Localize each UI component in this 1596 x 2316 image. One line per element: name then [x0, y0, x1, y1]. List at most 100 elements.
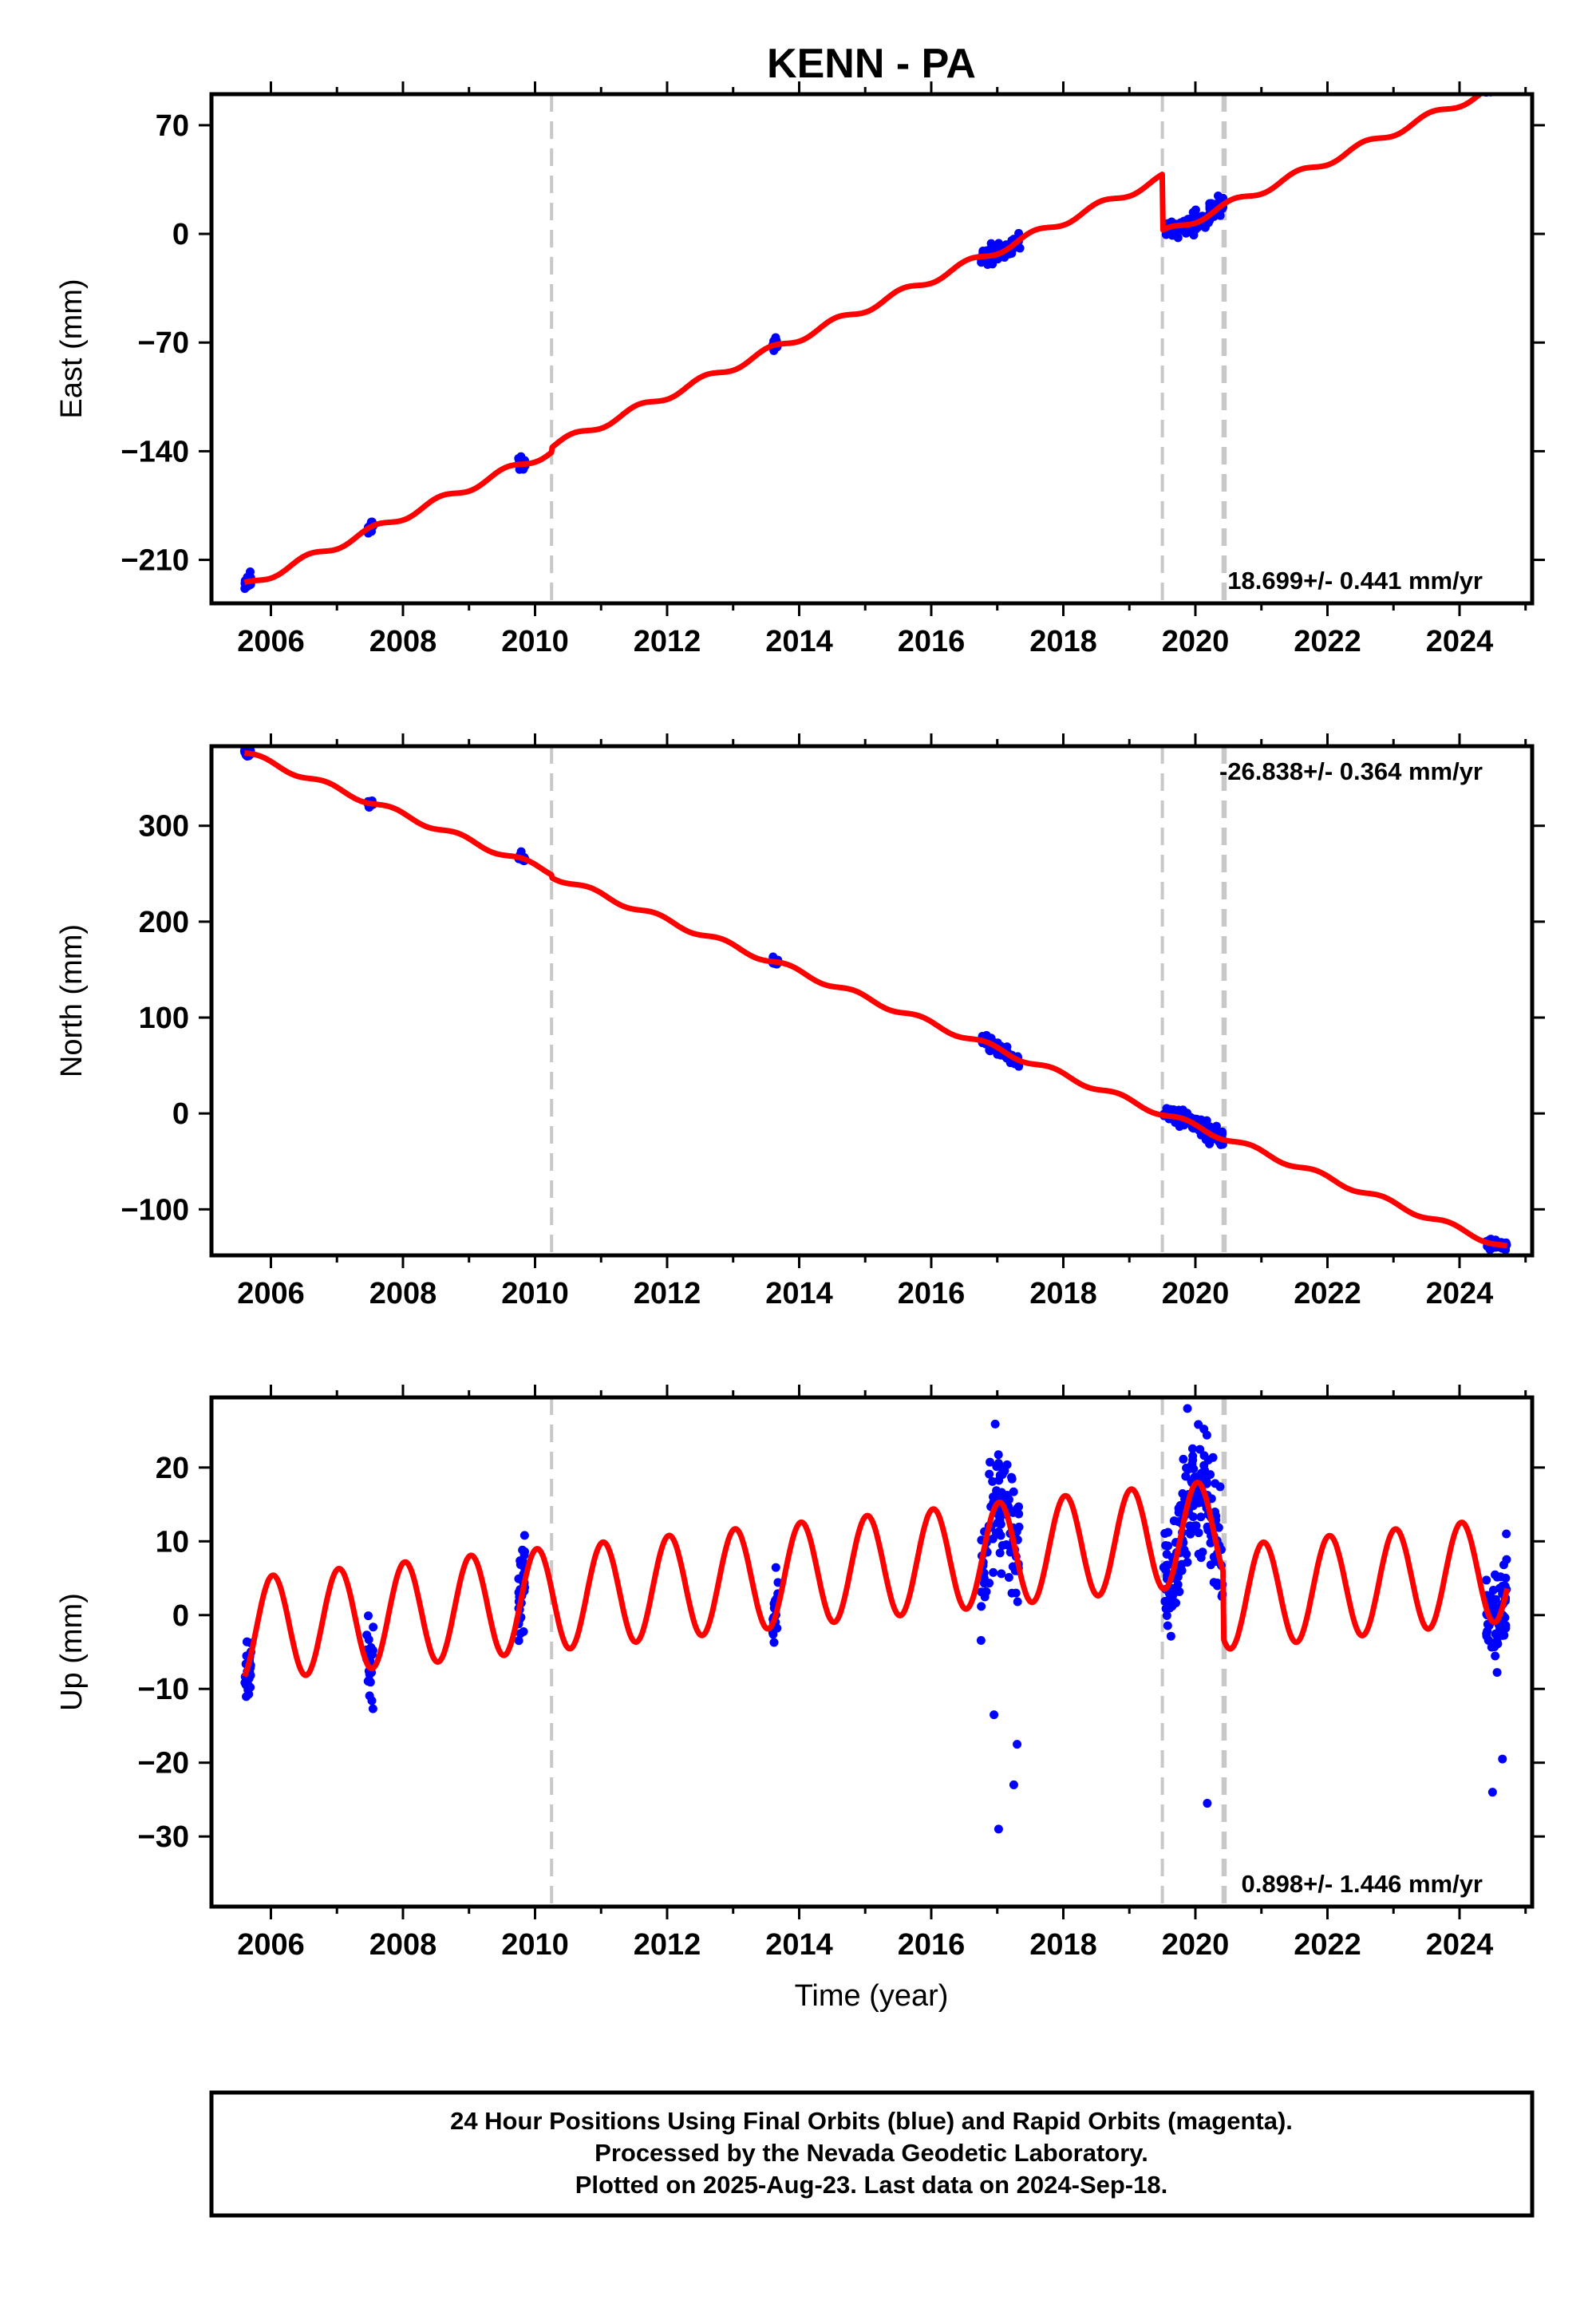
- up-data-point-54: [367, 1650, 377, 1659]
- east-data-point-337: [1499, 81, 1507, 89]
- up-data-point-160: [995, 1548, 1005, 1558]
- up-data-point-153: [997, 1569, 1006, 1579]
- east-data-point-373: [1495, 82, 1504, 91]
- up-data-point-382: [1177, 1566, 1187, 1575]
- east-data-point-364: [1495, 77, 1503, 85]
- east-data-point-354: [1496, 78, 1505, 87]
- x-axis-label: Time (year): [795, 1979, 949, 2013]
- up-data-point-176: [1011, 1588, 1021, 1598]
- up-data-point-331: [1189, 1464, 1199, 1474]
- up-data-point-390: [1492, 1668, 1502, 1678]
- up-data-point-49: [365, 1670, 374, 1679]
- up-data-point-27: [242, 1637, 251, 1646]
- up-data-point-109: [977, 1602, 986, 1611]
- up-data-point-396: [1491, 1651, 1500, 1661]
- up-data-point-202: [985, 1579, 994, 1588]
- up-data-point-460: [1188, 1456, 1198, 1465]
- east-data-point-328: [1499, 71, 1508, 80]
- up-data-point-328: [1161, 1565, 1171, 1575]
- up-data-point-319: [1199, 1460, 1209, 1470]
- north-x-tick-label-7: 2020: [1162, 1277, 1230, 1310]
- up-data-point-127: [985, 1469, 994, 1479]
- east-data-point-353: [1484, 84, 1493, 93]
- east-data-point-320: [1488, 77, 1497, 85]
- east-data-point-359: [1490, 84, 1499, 93]
- east-x-tick-label-8: 2022: [1294, 625, 1361, 658]
- up-data-point-465: [516, 1629, 525, 1638]
- up-y-tick-label-4: −20: [138, 1747, 189, 1780]
- up-data-point-279: [1185, 1521, 1195, 1531]
- east-data-point-342: [1489, 81, 1498, 90]
- up-data-point-19: [243, 1679, 252, 1689]
- east-data-point-327: [1495, 72, 1504, 81]
- up-data-point-365: [1174, 1508, 1183, 1517]
- east-x-tick-label-6: 2018: [1029, 625, 1097, 658]
- east-data-point-366: [1488, 77, 1497, 85]
- east-data-point-326: [1499, 73, 1507, 81]
- up-data-point-290: [1162, 1611, 1171, 1620]
- north-y-tick-label-2: 100: [139, 1002, 189, 1035]
- up-data-point-241: [1196, 1553, 1206, 1563]
- east-data-point-340: [1495, 72, 1504, 81]
- east-data-point-81: [771, 333, 780, 342]
- east-x-tick-label-5: 2016: [898, 625, 966, 658]
- up-data-point-82: [514, 1574, 523, 1583]
- east-data-point-371: [1493, 72, 1502, 81]
- up-data-point-191: [1013, 1597, 1022, 1607]
- up-data-point-445: [1499, 1630, 1508, 1640]
- east-data-point-360: [1493, 74, 1502, 83]
- up-y-tick-label-3: −10: [138, 1673, 189, 1706]
- east-data-point-335: [1499, 75, 1508, 84]
- up-data-point-457: [990, 1710, 999, 1720]
- east-data-point-338: [1499, 75, 1508, 84]
- up-x-tick-label-7: 2020: [1162, 1928, 1230, 1962]
- up-data-point-452: [1501, 1573, 1511, 1583]
- east-data-point-352: [1491, 78, 1499, 87]
- up-data-point-118: [988, 1534, 998, 1543]
- up-data-point-449: [1491, 1570, 1500, 1579]
- up-data-point-366: [1163, 1621, 1172, 1630]
- up-data-point-44: [369, 1622, 378, 1632]
- east-data-points: [240, 71, 1509, 593]
- up-data-point-192: [994, 1476, 1004, 1485]
- east-y-tick-label-3: −140: [120, 435, 189, 468]
- up-rate-text: 0.898+/- 1.446 mm/yr: [1242, 1870, 1483, 1898]
- up-data-point-186: [992, 1462, 1001, 1472]
- north-x-tick-label-6: 2018: [1029, 1277, 1097, 1310]
- up-data-point-456: [1009, 1780, 1018, 1789]
- east-data-point-346: [1487, 83, 1496, 92]
- east-data-point-19: [246, 567, 255, 577]
- east-x-tick-label-3: 2012: [634, 625, 701, 658]
- up-model-line: [242, 1480, 1511, 1678]
- east-data-point-372: [1483, 84, 1492, 93]
- up-x-tick-label-2: 2010: [501, 1928, 569, 1962]
- up-x-tick-label-1: 2008: [369, 1928, 437, 1962]
- east-data-point-363: [1491, 84, 1499, 93]
- up-data-point-286: [1169, 1516, 1179, 1526]
- up-data-point-266: [1181, 1472, 1191, 1481]
- east-data-point-348: [1483, 84, 1492, 93]
- east-data-point-369: [1496, 75, 1505, 84]
- up-data-point-374: [1171, 1598, 1181, 1607]
- north-x-tick-label-3: 2012: [634, 1277, 701, 1310]
- up-data-point-177: [976, 1636, 986, 1646]
- north-data-point-162: [982, 1030, 991, 1040]
- up-y-tick-label-1: 10: [156, 1525, 189, 1559]
- up-x-tick-label-3: 2012: [634, 1928, 701, 1962]
- up-x-tick-label-0: 2006: [237, 1928, 305, 1962]
- east-data-point-362: [1500, 71, 1509, 80]
- up-data-point-360: [1163, 1528, 1173, 1537]
- up-data-point-455: [994, 1824, 1003, 1834]
- up-data-point-378: [1161, 1604, 1171, 1614]
- up-data-point-429: [1488, 1585, 1498, 1595]
- east-data-point-357: [1495, 79, 1504, 88]
- up-data-point-458: [1013, 1740, 1022, 1749]
- north-data-point-301: [1175, 1121, 1184, 1131]
- north-data-point-307: [1166, 1105, 1175, 1114]
- up-data-point-52: [363, 1611, 373, 1621]
- up-data-point-89: [769, 1638, 779, 1647]
- east-data-point-347: [1491, 81, 1499, 89]
- north-x-tick-label-1: 2008: [369, 1277, 437, 1310]
- chart-title: KENN - PA: [767, 41, 976, 87]
- up-data-point-66: [514, 1636, 523, 1646]
